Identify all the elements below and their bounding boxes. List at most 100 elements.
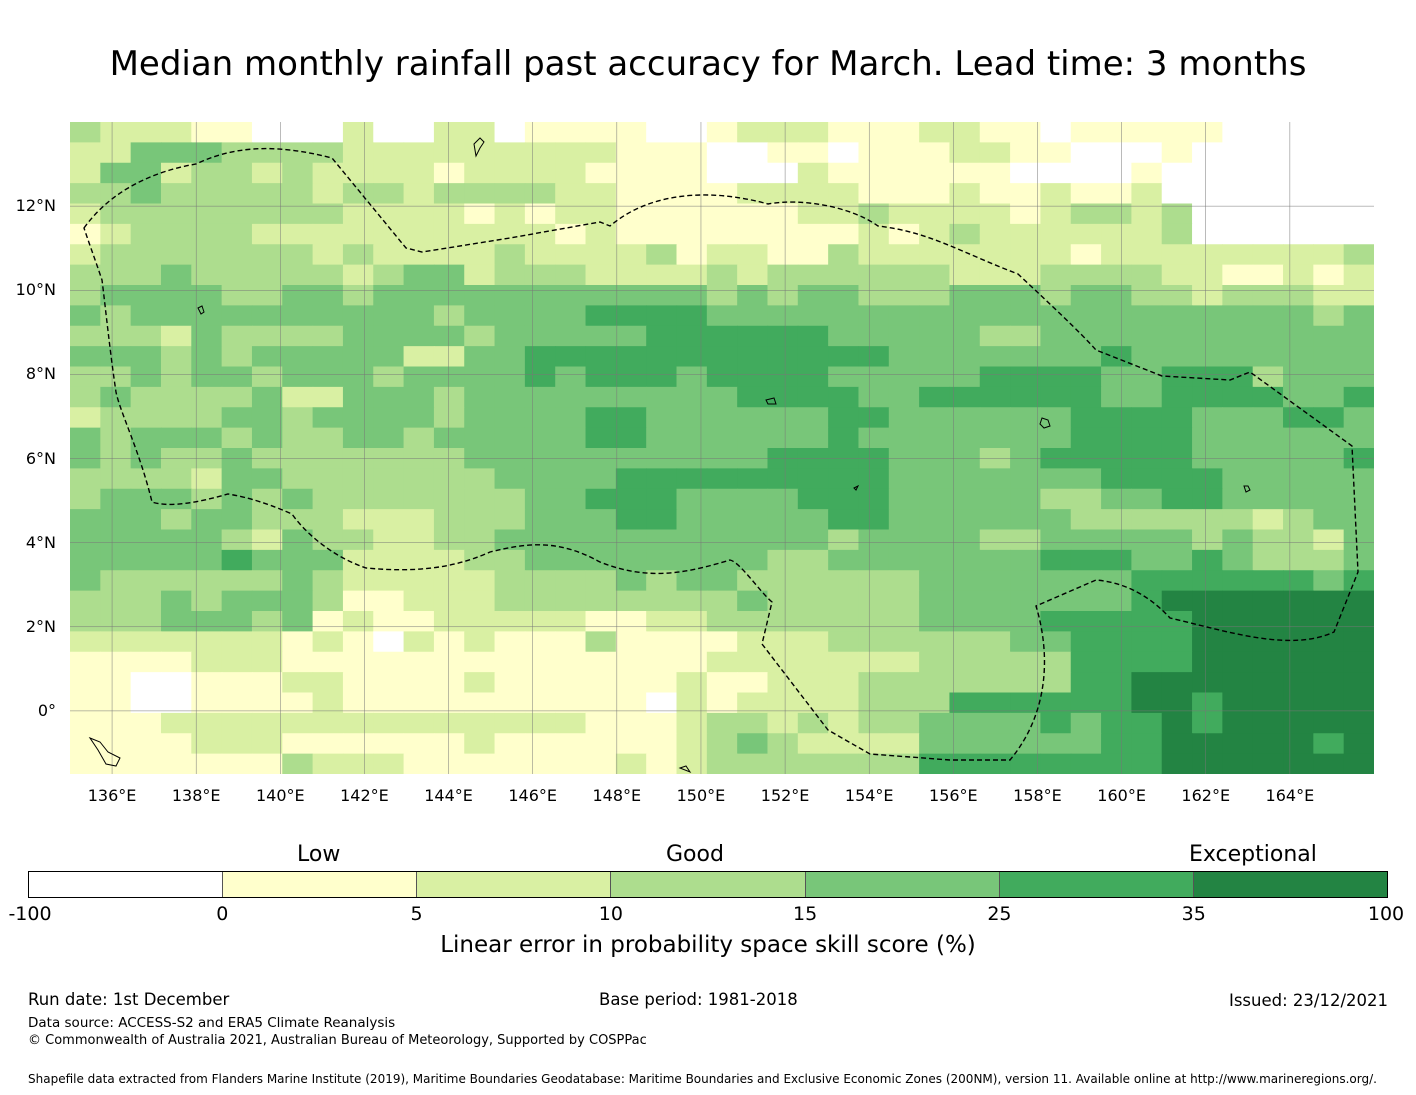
grid-cell	[130, 529, 162, 551]
grid-cell	[464, 590, 496, 612]
grid-cell	[1010, 753, 1042, 774]
grid-cell	[282, 611, 314, 632]
colorbar-label: Linear error in probability space skill …	[440, 932, 976, 958]
grid-cell	[1343, 346, 1374, 368]
grid-cell	[949, 203, 981, 225]
grid-cell	[1131, 631, 1163, 653]
grid-cell	[494, 753, 526, 774]
grid-cell	[858, 142, 890, 164]
grid-cell	[221, 325, 253, 347]
grid-cell	[858, 346, 890, 368]
grid-cell	[1010, 203, 1042, 225]
longitude-tick-label: 140°E	[255, 786, 305, 805]
grid-cell	[1313, 651, 1345, 673]
grid-cell	[676, 468, 708, 490]
grid-cell	[494, 305, 526, 327]
grid-cell	[100, 570, 132, 592]
grid-cell	[191, 183, 223, 205]
grid-cell	[130, 651, 162, 673]
grid-cell	[706, 733, 738, 755]
grid-cell	[312, 386, 344, 408]
grid-cell	[130, 244, 162, 266]
grid-cell	[1222, 733, 1254, 755]
grid-cell	[676, 223, 708, 245]
grid-cell	[1343, 468, 1374, 490]
grid-cell	[100, 264, 132, 286]
grid-cell	[737, 325, 769, 347]
grid-cell	[130, 468, 162, 490]
category-exceptional-label: Exceptional	[1189, 842, 1317, 867]
grid-cell	[130, 285, 162, 306]
grid-cell	[403, 529, 435, 551]
grid-cell	[373, 223, 405, 245]
grid-cell	[737, 549, 769, 571]
grid-cell	[342, 325, 374, 347]
grid-cell	[70, 590, 101, 612]
grid-cell	[555, 386, 587, 408]
grid-cell	[797, 712, 829, 734]
grid-cell	[1010, 427, 1042, 449]
grid-cell	[585, 386, 617, 408]
grid-cell	[767, 223, 799, 245]
grid-cell	[858, 223, 890, 245]
grid-cell	[130, 692, 162, 714]
grid-cell	[555, 692, 587, 714]
grid-cell	[676, 611, 708, 632]
grid-cell	[130, 305, 162, 327]
grid-cell	[1010, 264, 1042, 286]
grid-cell	[615, 264, 647, 286]
grid-cell	[1161, 672, 1193, 694]
grid-cell	[1161, 509, 1193, 531]
grid-cell	[1010, 468, 1042, 490]
grid-cell	[403, 631, 435, 653]
grid-cell	[130, 183, 162, 205]
grid-cell	[767, 305, 799, 327]
grid-cell	[767, 672, 799, 694]
grid-cell	[706, 672, 738, 694]
grid-cell	[312, 529, 344, 551]
grid-cell	[979, 590, 1011, 612]
grid-cell	[676, 488, 708, 510]
grid-cell	[1192, 590, 1223, 612]
grid-cell	[312, 733, 344, 755]
grid-cell	[282, 549, 314, 571]
grid-cell	[1252, 631, 1284, 653]
grid-cell	[555, 285, 587, 306]
grid-cell	[585, 651, 617, 673]
grid-cell	[888, 509, 920, 531]
grid-cell	[737, 488, 769, 510]
grid-cell	[191, 733, 223, 755]
grid-cell	[1343, 570, 1374, 592]
grid-cell	[888, 427, 920, 449]
grid-cell	[797, 427, 829, 449]
grid-cell	[1040, 325, 1072, 347]
grid-cell	[433, 325, 465, 347]
grid-cell	[706, 346, 738, 368]
grid-cell	[464, 753, 496, 774]
grid-cell	[585, 733, 617, 755]
grid-cell	[979, 753, 1011, 774]
grid-cell	[676, 692, 708, 714]
grid-cell	[1161, 346, 1193, 368]
grid-cell	[888, 468, 920, 490]
longitude-tick-label: 144°E	[424, 786, 473, 805]
grid-cell	[737, 407, 769, 429]
map-canvas	[70, 122, 1374, 774]
grid-cell	[767, 285, 799, 306]
grid-cell	[100, 244, 132, 266]
grid-cell	[1161, 549, 1193, 571]
grid-cell	[585, 285, 617, 306]
grid-cell	[1192, 407, 1223, 429]
grid-cell	[282, 692, 314, 714]
grid-cell	[282, 672, 314, 694]
grid-cell	[1070, 570, 1102, 592]
grid-cell	[737, 590, 769, 612]
grid-cell	[919, 672, 951, 694]
grid-cell	[1222, 549, 1254, 571]
grid-cell	[1252, 346, 1284, 368]
grid-cell	[464, 488, 496, 510]
grid-cell	[251, 366, 283, 388]
grid-cell	[1313, 672, 1345, 694]
grid-cell	[646, 142, 678, 164]
grid-cell	[130, 590, 162, 612]
